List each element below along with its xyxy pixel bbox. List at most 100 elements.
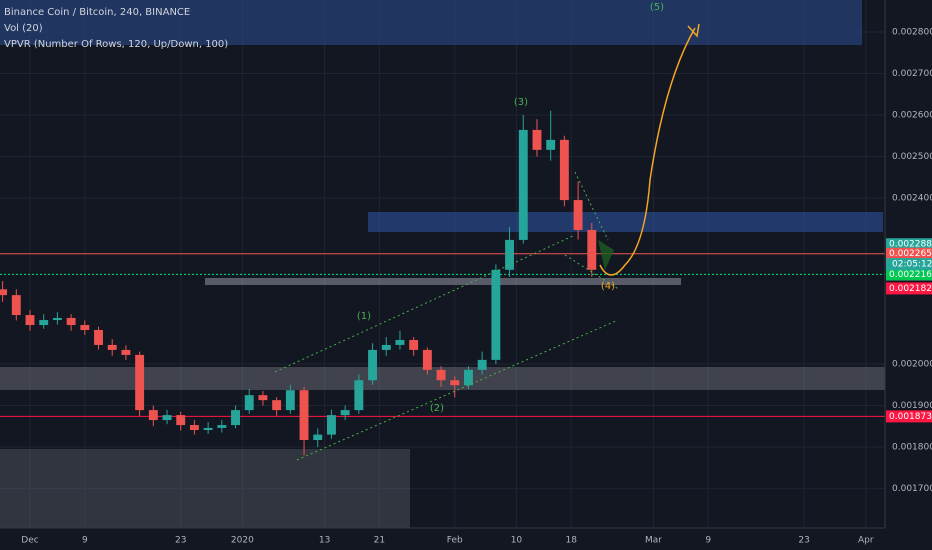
y-tick-label: 0.0020000 (892, 360, 932, 370)
candle-body (422, 349, 432, 370)
x-tick-label: 23 (798, 536, 809, 546)
x-tick-label: 9 (82, 536, 88, 546)
x-tick-label: 18 (566, 536, 578, 546)
countdown-tag (886, 258, 932, 271)
candle-body (231, 410, 240, 426)
x-tick-label: 23 (175, 536, 186, 546)
price-tag (886, 268, 932, 281)
y-tick-label: 0.0025000 (892, 152, 932, 162)
indicator-label: VPVR (Number Of Rows, 120, Up/Down, 100) (4, 39, 228, 50)
candle-body (464, 369, 473, 386)
zone (0, 0, 862, 45)
x-tick-label: 9 (705, 536, 711, 546)
candle-body (573, 200, 583, 230)
candle-body (505, 239, 515, 270)
candle-body (176, 415, 186, 426)
indicator-label: Vol (20) (4, 23, 43, 34)
candle-body (66, 317, 76, 326)
candle-body (559, 139, 569, 201)
axis-labels: 0.0017000 0.0018000 0.0019000 0.0020000 0.00… (21, 27, 932, 546)
candle-body (107, 344, 117, 350)
candle-body (25, 315, 35, 326)
candle-body (381, 344, 391, 350)
y-tick-label: 0.0026000 (892, 110, 932, 120)
candle-body (0, 289, 8, 296)
x-tick-label: Mar (645, 536, 662, 546)
zone (0, 449, 410, 528)
wave-label: (1) (357, 311, 371, 322)
candle-body (244, 395, 254, 411)
candle-body (313, 434, 323, 440)
candle-body (299, 390, 309, 440)
candle-body (272, 400, 282, 411)
candle-body (368, 349, 378, 381)
candle-body (491, 269, 501, 360)
candles (0, 110, 597, 456)
x-tick-label: Dec (21, 536, 38, 546)
candle-body (518, 129, 528, 240)
candle-body (148, 410, 158, 421)
price-lines (0, 253, 885, 417)
price-tag (886, 282, 932, 295)
candle-body (217, 425, 227, 428)
x-tick-label: Feb (447, 536, 463, 546)
price-tag-label: 0.0022886 (889, 240, 932, 250)
y-tick-label: 0.0019000 (892, 401, 932, 411)
candle-body (135, 354, 145, 411)
x-tick-label: 21 (374, 536, 385, 546)
candle-body (203, 427, 213, 431)
candle-body (80, 325, 90, 330)
trend-line (296, 319, 619, 461)
candle-body (477, 359, 487, 370)
trend-line (564, 254, 621, 291)
zone (368, 212, 883, 232)
price-tag (886, 238, 932, 251)
candle-body (121, 349, 131, 355)
candle-body (52, 317, 62, 321)
symbol-title: Binance Coin / Bitcoin, 240, BINANCE (4, 7, 190, 18)
candle-body (162, 415, 172, 421)
candle-body (258, 395, 268, 401)
wave-label: (3) (514, 97, 528, 108)
price-tag-label: 0.0018739 (889, 412, 932, 422)
price-tag-label: 0.0021822 (889, 284, 932, 294)
wave-label: (4) (601, 281, 615, 292)
candle-body (436, 369, 446, 381)
candle-body (94, 330, 103, 345)
wave-label: (5) (650, 2, 664, 13)
x-tick-label: 13 (319, 536, 330, 546)
price-tag (886, 410, 932, 423)
candle-body (189, 425, 199, 431)
candle-body (587, 229, 597, 270)
candle-body (39, 320, 49, 326)
price-tag (886, 247, 932, 260)
candle-body (395, 339, 405, 345)
countdown: 02:05:12 (892, 260, 932, 270)
price-tag-label: 0.0022657 (889, 249, 932, 259)
zone (205, 278, 681, 285)
x-tick-label: 10 (511, 536, 523, 546)
price-tag-label: 0.0022162 (889, 270, 932, 280)
candle-body (326, 415, 336, 435)
wave-label: (2) (430, 403, 444, 414)
candle-body (546, 139, 556, 150)
x-tick-label: 2020 (231, 536, 254, 546)
candle-body (409, 339, 419, 350)
x-tick-label: Apr (858, 536, 874, 546)
y-tick-label: 0.0018000 (892, 443, 932, 453)
y-tick-label: 0.0028000 (892, 27, 932, 37)
candle-body (11, 295, 21, 316)
y-tick-label: 0.0017000 (892, 484, 932, 494)
candle-body (340, 410, 350, 416)
projection-arrow (599, 27, 696, 276)
candle-body (450, 380, 460, 386)
y-tick-label: 0.0024000 (892, 194, 932, 204)
arrow-head (687, 23, 700, 38)
candle-body (354, 380, 364, 411)
candle-body (532, 129, 542, 150)
y-tick-label: 0.0027000 (892, 69, 932, 79)
triangle (598, 240, 614, 270)
candle-body (285, 390, 295, 411)
